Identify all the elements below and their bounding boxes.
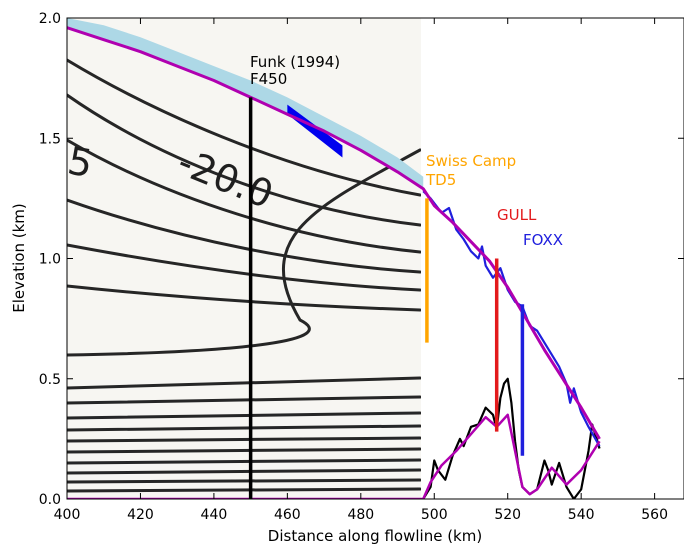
contour-line	[67, 198, 421, 274]
x-axis-label: Distance along flowline (km)	[268, 527, 482, 545]
contour-line	[67, 458, 421, 465]
contour-scan-image: -20.0 5	[67, 18, 421, 499]
borehole-label: Funk (1994)	[250, 53, 340, 71]
model-bed-line	[67, 413, 601, 499]
borehole-label: F450	[250, 70, 287, 88]
x-tick-label: 400	[54, 507, 81, 523]
contour-line	[67, 148, 421, 357]
contour-line	[67, 487, 421, 493]
y-tick-label: 2.0	[39, 11, 61, 27]
x-tick-label: 560	[641, 507, 668, 523]
y-tick-label: 1.0	[39, 252, 61, 268]
contour-line	[67, 424, 421, 432]
contour-line	[67, 478, 421, 484]
contour-line	[67, 411, 421, 420]
blue-patch	[287, 104, 343, 158]
borehole-label: Swiss Camp	[426, 152, 516, 170]
contour-line	[67, 395, 421, 405]
y-axis-label: Elevation (km)	[10, 203, 28, 312]
y-tick-label: 0.0	[39, 492, 61, 508]
contour-line	[67, 447, 421, 454]
firn-band	[67, 18, 424, 189]
contour-line	[67, 93, 421, 227]
contour-line	[67, 284, 421, 312]
x-tick-label: 460	[274, 507, 301, 523]
x-tick-label: 520	[494, 507, 521, 523]
contour-line	[67, 58, 421, 197]
x-tick-label: 440	[201, 507, 228, 523]
borehole-label: FOXX	[523, 231, 563, 249]
contour-line	[67, 243, 421, 292]
x-tick-label: 500	[421, 507, 448, 523]
contour-line	[67, 436, 421, 443]
x-tick-label: 480	[347, 507, 374, 523]
model-surface-line	[67, 26, 601, 440]
contour-line	[67, 138, 421, 254]
contour-line	[67, 376, 421, 390]
y-tick-label: 1.5	[39, 131, 61, 147]
contour-line	[67, 468, 421, 475]
x-tick-label: 540	[568, 507, 595, 523]
borehole-label: GULL	[497, 206, 537, 224]
y-tick-label: 0.5	[39, 372, 61, 388]
x-tick-label: 420	[127, 507, 154, 523]
borehole-label: TD5	[425, 171, 456, 189]
